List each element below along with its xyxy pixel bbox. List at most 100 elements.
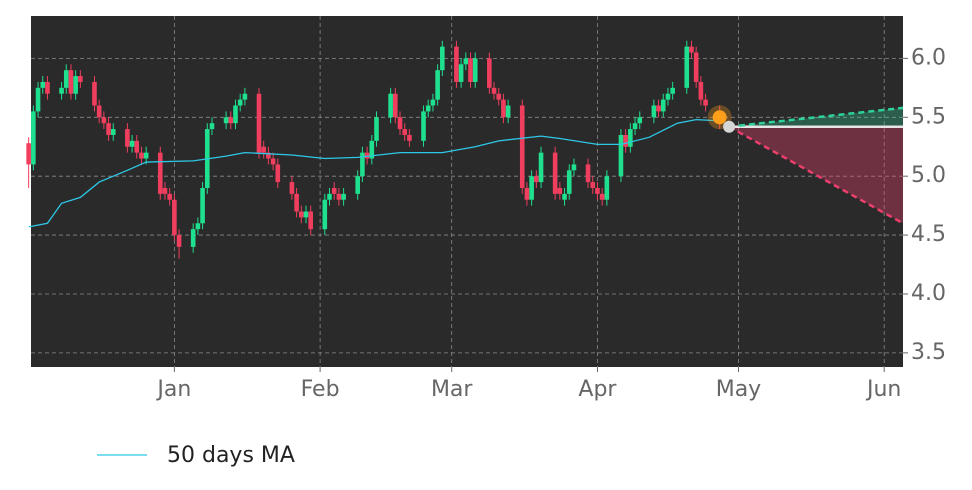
candle-body [261,146,266,153]
candle-body [270,158,276,165]
ma-line [28,118,720,228]
candle-body [92,81,97,106]
candle-body [134,140,140,153]
candle-body [59,87,64,94]
candle-body [703,99,708,106]
candle-body [425,105,431,112]
candle-body [435,70,440,100]
candle-body [628,129,633,147]
candle-body [501,99,506,118]
candle-body [331,187,337,194]
candle-body [256,93,262,153]
candle-body [407,134,412,141]
legend-label: 50 days MA [167,443,295,468]
x-tick-label: Jun [865,377,901,402]
candle-body [68,70,74,94]
candle-body [200,187,205,224]
forecast-upper-line [728,106,904,128]
candle-body [440,46,445,71]
x-tick-label: Feb [301,377,340,402]
candle-body [275,164,281,183]
candle-body [45,81,50,94]
candle-body [78,76,83,82]
candle-body [458,64,464,82]
candle-body [157,152,163,194]
x-tick-label: Apr [578,377,617,402]
candle-body [63,70,69,88]
candle-body [519,105,525,188]
candle-body [233,105,238,124]
y-tick-label: 5.5 [911,104,946,129]
candle-body [167,193,172,200]
y-tick-label: 6.0 [911,45,946,70]
y-tick-label: 4.5 [911,222,946,247]
candle-body [40,81,46,88]
candle-body [595,187,600,194]
candle-body [341,193,346,200]
candle-body [496,93,502,100]
candle-body [693,52,699,82]
candle-body [397,117,403,130]
candle-body [590,182,596,188]
x-tick-label: Jan [155,377,191,402]
candle-body [618,134,624,177]
candle-body [228,117,234,124]
candle-body [670,87,675,94]
candle-body [298,211,304,218]
x-tick-label: May [716,377,761,402]
candle-body [571,164,577,171]
candle-body [101,117,107,124]
y-tick-label: 4.0 [911,281,946,306]
candle-body [266,152,271,159]
candle-body [223,117,229,124]
candle-body [562,193,567,200]
forecast-lower-line [728,125,904,225]
candle-body [421,111,426,141]
candle-body [143,152,149,159]
candle-body [73,76,78,94]
candle-body [472,58,478,82]
candle-body [505,105,511,118]
candle-body [106,123,111,135]
y-tick-label: 5.0 [911,163,946,188]
candle-body [393,93,398,118]
candle-body [195,223,201,230]
candle-body [651,105,657,118]
candle-body [35,87,41,112]
candle-body [139,152,144,159]
candle-body [172,199,177,236]
candle-body [176,235,182,247]
candle-body [698,81,704,100]
candle-body [632,123,638,130]
candle-body [322,199,328,230]
candle-body [491,87,497,94]
candle-body [468,58,473,82]
candle-body [31,111,36,165]
candle-body [585,164,591,183]
candle-body [303,211,309,218]
candle-body [190,229,196,247]
plot-area [31,16,903,367]
marker [723,120,736,133]
candle-body [557,187,563,194]
candle-body [454,46,459,82]
candle-body [566,170,572,194]
candle-body [209,123,215,130]
candle-body [430,99,436,106]
candle-body [96,105,102,118]
candle-body [534,176,539,183]
candle-body [369,140,375,159]
candle-body [237,99,243,106]
candle-body [360,152,365,177]
candle-body [125,129,130,147]
candle-body [294,193,299,212]
candle-body [463,58,469,65]
candle-body [529,176,534,200]
candle-body [487,58,492,88]
candle-body [538,152,544,183]
y-tick-label: 3.5 [911,340,946,365]
candle-body [552,152,558,194]
candle-body [656,105,661,112]
